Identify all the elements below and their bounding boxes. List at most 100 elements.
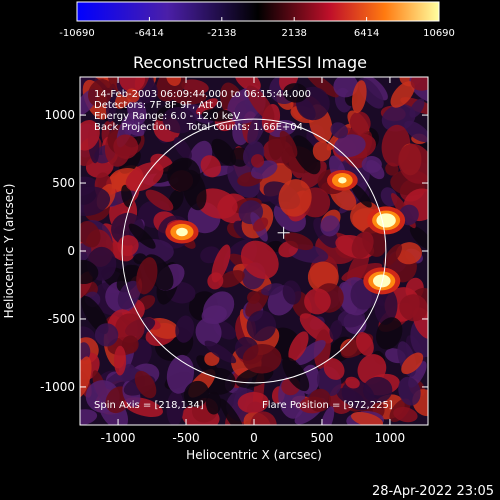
spin-axis-cross xyxy=(277,226,290,239)
y-tick-label: 500 xyxy=(52,176,75,190)
ripple-blob xyxy=(80,259,99,284)
ripple-blob xyxy=(333,77,359,98)
ripple-blob xyxy=(242,343,282,374)
ripple-blob xyxy=(80,120,100,151)
ripple-blob xyxy=(312,141,332,162)
ripple-blob xyxy=(80,342,91,361)
ripple-blob xyxy=(282,280,302,305)
ripple-blob xyxy=(397,143,428,184)
ripple-blob xyxy=(305,77,339,98)
ripple-blob xyxy=(80,242,92,263)
ripple-blob xyxy=(374,288,398,325)
ripple-blob xyxy=(283,83,308,103)
ripple-blob xyxy=(351,231,374,259)
ripple-blob xyxy=(117,280,141,310)
colorbar-tick-label: 10690 xyxy=(423,28,455,39)
x-ticks: -1000 -500 0 500 1000 xyxy=(101,77,406,445)
ripple-blob xyxy=(246,310,277,342)
ripple-blob xyxy=(246,85,275,121)
annotation-method: Back Projection Total counts: 1.66E+04 xyxy=(94,122,303,133)
ripple-blob xyxy=(119,77,146,92)
ripple-blob xyxy=(350,411,384,425)
x-tick-label: 0 xyxy=(250,431,258,445)
ripple-blob xyxy=(113,134,139,159)
ripple-blob xyxy=(288,244,329,263)
colorbar-tick-label: 2138 xyxy=(281,28,306,39)
ripple-blob xyxy=(401,352,424,375)
ripple-blob xyxy=(128,223,156,249)
ripple-blob xyxy=(125,88,140,103)
colorbar xyxy=(76,1,440,22)
ripple-blob xyxy=(323,358,345,380)
ripple-blob xyxy=(409,98,425,118)
annotation-time: 14-Feb-2003 06:09:44.000 to 06:15:44.000 xyxy=(94,89,311,100)
y-tick-label: -500 xyxy=(48,312,75,326)
y-tick-label: 1000 xyxy=(44,108,75,122)
colorbar-tick-label: -10690 xyxy=(59,28,94,39)
ripple-blob xyxy=(345,376,360,389)
ripple-blob xyxy=(410,77,428,91)
x-axis-label: Heliocentric X (arcsec) xyxy=(186,448,322,462)
ripple-blob xyxy=(205,391,222,415)
ripple-blob xyxy=(234,77,261,92)
annotation-detectors: Detectors: 7F 8F 9F, Att 0 xyxy=(94,100,222,111)
ripple-blob xyxy=(320,215,340,237)
colorbar-tick-label: -2138 xyxy=(207,28,236,39)
ripple-blob xyxy=(218,270,245,288)
ripple-blob xyxy=(351,80,367,114)
ripple-blob xyxy=(361,156,382,173)
source-core xyxy=(376,213,396,228)
heatmap-area xyxy=(80,77,428,425)
ripple-blob xyxy=(362,376,393,404)
ripple-blob xyxy=(94,323,119,347)
ripple-blob xyxy=(278,179,312,217)
ripple-blob xyxy=(80,186,111,216)
ripple-blob xyxy=(195,98,218,115)
annotation-energy: Energy Range: 6.0 - 12.0 keV xyxy=(94,111,240,122)
x-tick-label: -1000 xyxy=(101,431,136,445)
ripple-blob xyxy=(219,398,245,425)
ripple-blob xyxy=(121,184,133,208)
ripple-blob xyxy=(282,357,310,392)
ripple-blob xyxy=(201,108,234,122)
ripple-blob xyxy=(351,183,372,208)
ripple-blob xyxy=(320,406,335,425)
x-tick-label: -500 xyxy=(172,431,199,445)
ripple-blob xyxy=(237,391,269,414)
chart-title: Reconstructed RHESSI Image xyxy=(133,53,367,72)
ripple-blob xyxy=(409,226,428,250)
ripple-blob xyxy=(304,288,331,315)
spin-axis-label: Spin Axis = [218,134] xyxy=(94,400,204,411)
ripple-blob xyxy=(288,331,309,362)
ripple-blob xyxy=(80,220,101,248)
ripple-blob xyxy=(308,388,332,412)
ripple-blob xyxy=(121,335,139,354)
ripple-blob xyxy=(204,340,237,364)
ripple-blob xyxy=(357,354,387,385)
ripple-blob xyxy=(122,120,145,137)
ripple-blob xyxy=(200,155,222,178)
ripple-blob xyxy=(291,135,321,175)
ripple-blob xyxy=(240,240,279,280)
solar-limb xyxy=(121,118,387,384)
ripple-blob xyxy=(211,138,237,166)
ripple-blob xyxy=(87,79,113,107)
x-tick-label: 1000 xyxy=(375,431,406,445)
ripple-blob xyxy=(195,317,222,347)
ripple-blob xyxy=(390,81,415,108)
source-core xyxy=(176,227,188,237)
ripple-blob xyxy=(247,291,261,304)
x-tick-label: 500 xyxy=(311,431,334,445)
ripple-blob xyxy=(261,283,284,296)
ripple-blob xyxy=(211,244,231,283)
ripple-blob xyxy=(166,77,182,86)
ripple-blob xyxy=(252,217,269,232)
ripple-blob xyxy=(395,242,422,265)
heatmap-noise xyxy=(80,77,428,425)
ripple-blob xyxy=(295,339,326,366)
ripple-blob xyxy=(134,370,157,399)
ripple-blob xyxy=(355,332,374,356)
ripple-blob xyxy=(329,320,343,340)
flare-position-label: Flare Position = [972,225] xyxy=(262,400,393,411)
ripple-blob xyxy=(183,380,209,408)
